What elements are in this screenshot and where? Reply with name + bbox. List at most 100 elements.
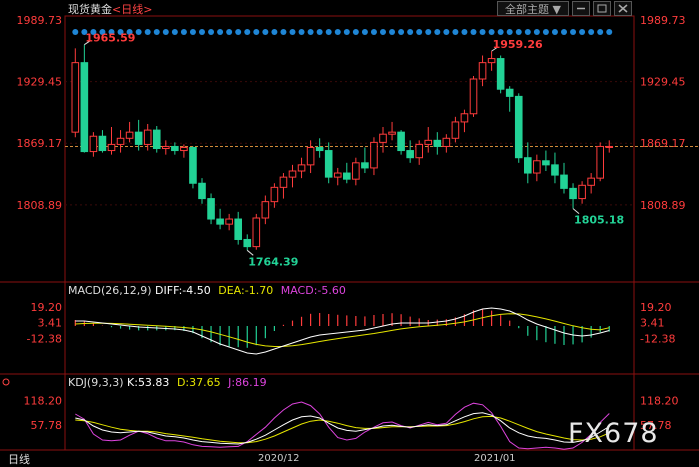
low-annotation: 1805.18 <box>574 214 624 227</box>
macd-tick-left: 19.20 <box>31 301 63 314</box>
candle-down <box>324 150 333 178</box>
macd-tick-left: -12.38 <box>27 332 62 345</box>
signal-dot <box>606 29 613 35</box>
candle-up <box>460 113 469 123</box>
kdj-tick-right: 57.78 <box>640 419 672 432</box>
date-label-jan: 2021/01 <box>474 453 516 464</box>
candle-down <box>98 135 107 152</box>
theme-select-button[interactable]: 全部主题 ▼ <box>497 1 569 16</box>
candle-up <box>297 164 306 172</box>
signal-dot <box>325 29 332 35</box>
candle-up <box>533 160 541 174</box>
candle-down <box>397 131 405 152</box>
signal-dot <box>542 29 549 35</box>
candle-up <box>424 139 433 145</box>
candle-down <box>361 162 369 169</box>
j-legend: J:86.19 <box>227 376 266 389</box>
signal-dot <box>452 29 459 35</box>
signal-dot <box>416 29 423 35</box>
signal-dot <box>153 29 160 35</box>
candle-up <box>89 135 98 153</box>
period-label: <日线> <box>112 2 152 16</box>
signal-dot <box>352 29 359 35</box>
candle-down <box>542 160 550 166</box>
high-annotation: 1965.59 <box>85 32 135 45</box>
kdj-tick-right: 118.20 <box>640 395 679 408</box>
d-line <box>75 415 610 444</box>
signal-dot <box>316 29 323 35</box>
candle-up <box>306 146 315 166</box>
candle-up <box>578 184 586 200</box>
candle-up <box>261 201 270 219</box>
signal-dot <box>271 29 278 35</box>
candle-down <box>216 218 224 225</box>
kdj-legend: KDJ(9,3,3) K:53.83 D:37.65 J:86.19 <box>68 376 267 389</box>
signal-dot <box>334 29 341 35</box>
candle-down <box>207 198 215 220</box>
signal-dot <box>398 29 405 35</box>
candle-down <box>569 187 577 200</box>
date-label-dec: 2020/12 <box>258 453 300 464</box>
signal-dot <box>515 29 522 35</box>
j-line <box>75 401 610 450</box>
candle-down <box>551 164 559 176</box>
signal-dot <box>108 29 115 35</box>
candle-up <box>252 217 261 248</box>
signal-dot <box>189 29 196 35</box>
candle-up <box>379 133 387 143</box>
signal-dot <box>226 29 233 35</box>
candle-up <box>352 162 360 180</box>
chevron-down-icon: ▼ <box>552 3 561 16</box>
price-tick-left: 1869.17 <box>17 137 63 150</box>
candle-up <box>180 146 188 152</box>
candle-down <box>524 157 532 174</box>
kdj-title: KDJ(9,3,3) <box>68 376 124 389</box>
price-tick-right: 1808.89 <box>640 199 686 212</box>
candle-down <box>406 150 414 159</box>
price-tick-right: 1869.17 <box>640 137 686 150</box>
dea-line <box>75 313 610 348</box>
candle-down <box>496 58 505 90</box>
candle-up <box>107 143 116 152</box>
macd-legend: MACD(26,12,9) DIFF:-4.50 DEA:-1.70 MACD:… <box>68 284 346 297</box>
signal-dot <box>171 29 178 35</box>
candle-up <box>451 121 460 139</box>
signal-dot <box>370 29 377 35</box>
close-icon <box>618 4 628 13</box>
signal-dot <box>524 29 531 35</box>
signal-dot <box>208 29 215 35</box>
signal-dot <box>579 29 586 35</box>
signal-dot <box>551 29 558 35</box>
signal-dot <box>597 29 604 35</box>
signal-dot <box>199 29 205 35</box>
signal-dot <box>162 29 169 35</box>
close-button[interactable] <box>614 1 632 16</box>
signal-dot <box>117 29 124 35</box>
signal-dot <box>561 29 567 35</box>
candle-up <box>370 141 378 169</box>
signal-dot <box>244 29 251 35</box>
signal-dot <box>343 29 350 35</box>
zoom-out-button[interactable] <box>572 1 590 16</box>
price-tick-right: 1989.73 <box>640 14 686 27</box>
footer-period-tab[interactable]: 日线 <box>8 452 30 466</box>
annotation-leader <box>572 208 580 215</box>
candle-down <box>514 95 523 159</box>
macd-tick-left: 3.41 <box>38 317 63 330</box>
signal-dot <box>81 29 88 35</box>
annotation-leader <box>491 46 498 52</box>
signal-dot <box>443 29 450 35</box>
candle-down <box>80 62 89 153</box>
macd-title: MACD(26,12,9) <box>68 284 152 297</box>
restore-button[interactable] <box>593 1 611 16</box>
candle-up <box>415 143 423 159</box>
kdj-settings-icon[interactable] <box>2 378 10 386</box>
signal-dot <box>434 29 441 35</box>
signal-dot <box>235 29 242 35</box>
macd-panel: 19.20 19.20 3.41 3.41 -12.38 -12.38 <box>27 301 675 355</box>
watermark: FX678 <box>568 418 659 449</box>
d-legend: D:37.65 <box>177 376 221 389</box>
diff-line <box>75 307 610 355</box>
candle-up <box>270 186 279 203</box>
